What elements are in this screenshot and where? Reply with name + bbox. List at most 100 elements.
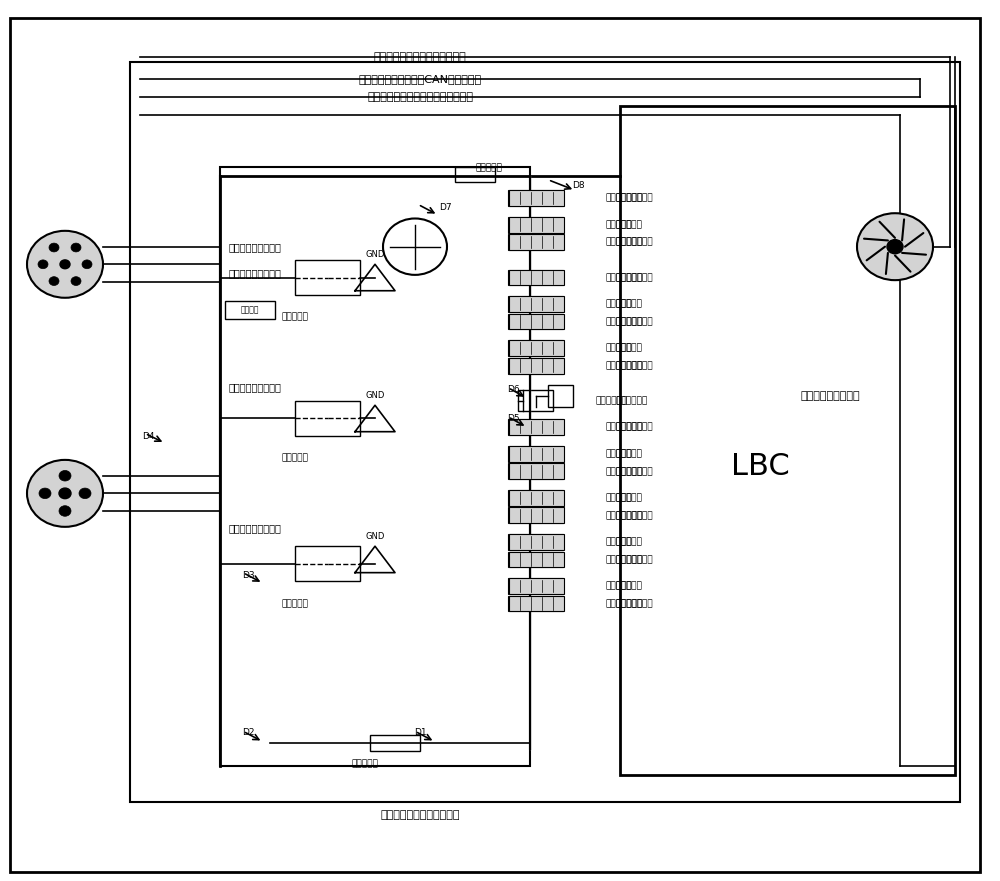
Text: 电池管理系统与整车的CAN通讯双绞线: 电池管理系统与整车的CAN通讯双绞线 bbox=[358, 74, 482, 85]
Circle shape bbox=[71, 277, 81, 285]
Text: LBC: LBC bbox=[731, 453, 789, 481]
Bar bbox=[509, 340, 564, 356]
Text: 风扇的转速控制信号: 风扇的转速控制信号 bbox=[800, 391, 860, 402]
Text: 单体电压采集线: 单体电压采集线 bbox=[615, 467, 653, 476]
Bar bbox=[509, 463, 564, 479]
Text: 总负熔断器: 总负熔断器 bbox=[352, 759, 378, 768]
Bar bbox=[509, 358, 564, 374]
Bar bbox=[508, 270, 563, 285]
Bar bbox=[509, 270, 564, 285]
Text: 温度检测线: 温度检测线 bbox=[605, 581, 632, 590]
Text: GND: GND bbox=[365, 391, 385, 400]
Text: 分流计型电流计传感器信号: 分流计型电流计传感器信号 bbox=[380, 810, 460, 820]
Text: GND: GND bbox=[365, 532, 385, 541]
Text: 温度检测线: 温度检测线 bbox=[615, 300, 642, 308]
Bar bbox=[130, 62, 960, 802]
Text: 温度检测线: 温度检测线 bbox=[605, 493, 632, 502]
Bar bbox=[509, 596, 564, 611]
Text: 单体电压采集线: 单体电压采集线 bbox=[615, 511, 653, 520]
Bar bbox=[508, 190, 563, 206]
Text: 温度检测线: 温度检测线 bbox=[605, 344, 632, 352]
Text: 单体电压采集线: 单体电压采集线 bbox=[615, 555, 653, 564]
Text: 霍尔电流传感器信号: 霍尔电流传感器信号 bbox=[229, 268, 281, 278]
Text: 总负继电器: 总负继电器 bbox=[282, 599, 308, 608]
Text: 温度检测线: 温度检测线 bbox=[615, 537, 642, 546]
Bar bbox=[508, 490, 563, 506]
Bar bbox=[518, 390, 553, 411]
Bar bbox=[508, 234, 563, 250]
Circle shape bbox=[27, 231, 103, 298]
Bar bbox=[509, 419, 564, 435]
Bar bbox=[509, 552, 564, 567]
Text: 预充继电器: 预充继电器 bbox=[282, 313, 308, 322]
Circle shape bbox=[857, 213, 933, 280]
Text: 单体电压采集线: 单体电压采集线 bbox=[605, 423, 643, 432]
Text: 单体电压采集线: 单体电压采集线 bbox=[605, 273, 643, 282]
Bar bbox=[295, 401, 360, 436]
Text: 单体电压采集线: 单体电压采集线 bbox=[605, 238, 643, 247]
Text: D5: D5 bbox=[507, 414, 519, 423]
Text: 温度检测线: 温度检测线 bbox=[615, 220, 642, 229]
Bar bbox=[225, 301, 275, 319]
Text: 温度检测线: 温度检测线 bbox=[615, 493, 642, 502]
Circle shape bbox=[60, 260, 70, 269]
Text: 温度检测线: 温度检测线 bbox=[605, 537, 632, 546]
Text: 温度检测线: 温度检测线 bbox=[605, 449, 632, 458]
Text: 高压互锁监测: 高压互锁监测 bbox=[615, 396, 647, 405]
Circle shape bbox=[49, 277, 59, 285]
Text: 单体电压采集线: 单体电压采集线 bbox=[605, 361, 643, 370]
Text: 单体电压采集线: 单体电压采集线 bbox=[615, 361, 653, 370]
Text: 单体电压采集线: 单体电压采集线 bbox=[605, 467, 643, 476]
Text: 温度检测线: 温度检测线 bbox=[605, 220, 632, 229]
Circle shape bbox=[59, 470, 71, 481]
Text: 单体电压采集线: 单体电压采集线 bbox=[605, 599, 643, 608]
Text: 总正继电器: 总正继电器 bbox=[282, 454, 308, 463]
Text: 温度检测线: 温度检测线 bbox=[615, 344, 642, 352]
Bar bbox=[455, 167, 495, 182]
Text: 单体电压采集线: 单体电压采集线 bbox=[615, 423, 653, 432]
Text: 单体电压采集线: 单体电压采集线 bbox=[615, 273, 653, 282]
Bar bbox=[295, 546, 360, 581]
Circle shape bbox=[59, 506, 71, 516]
Bar bbox=[508, 314, 563, 329]
Text: 单体电压采集线: 单体电压采集线 bbox=[615, 238, 653, 247]
Bar bbox=[509, 490, 564, 506]
Text: 单体电压采集线: 单体电压采集线 bbox=[615, 599, 653, 608]
Bar bbox=[508, 217, 563, 233]
Text: 总正熔断器: 总正熔断器 bbox=[476, 163, 503, 172]
Text: 预充继电器控制信号: 预充继电器控制信号 bbox=[229, 241, 281, 252]
Text: D8: D8 bbox=[572, 181, 584, 189]
Text: D6: D6 bbox=[507, 385, 519, 394]
Text: GND: GND bbox=[365, 250, 385, 259]
Bar bbox=[508, 534, 563, 550]
Bar bbox=[370, 735, 420, 751]
Circle shape bbox=[887, 240, 903, 254]
Bar bbox=[508, 596, 563, 611]
Text: D4: D4 bbox=[142, 432, 154, 440]
Bar bbox=[508, 507, 563, 523]
Text: 温度检测线: 温度检测线 bbox=[615, 449, 642, 458]
Bar bbox=[220, 167, 530, 766]
Text: 单体电压采集线: 单体电压采集线 bbox=[605, 194, 643, 203]
Bar bbox=[509, 234, 564, 250]
Text: 总正继电器控制信号: 总正继电器控制信号 bbox=[229, 382, 281, 393]
Bar bbox=[508, 552, 563, 567]
Text: D3: D3 bbox=[242, 571, 254, 580]
Circle shape bbox=[38, 260, 48, 269]
Text: 总负继电器控制信号: 总负继电器控制信号 bbox=[229, 523, 281, 534]
Text: 单体电压采集线: 单体电压采集线 bbox=[605, 555, 643, 564]
Text: 整车对电池包内的风扇供电电源: 整车对电池包内的风扇供电电源 bbox=[374, 52, 466, 63]
Bar bbox=[509, 217, 564, 233]
Text: 单体电压采集线: 单体电压采集线 bbox=[605, 317, 643, 326]
Text: 单体电压采集线: 单体电压采集线 bbox=[615, 317, 653, 326]
Bar bbox=[508, 446, 563, 462]
Bar bbox=[509, 534, 564, 550]
Bar bbox=[548, 385, 573, 407]
Bar bbox=[509, 578, 564, 594]
Bar bbox=[509, 296, 564, 312]
Text: D7: D7 bbox=[439, 204, 451, 212]
Circle shape bbox=[59, 488, 71, 499]
Bar bbox=[508, 296, 563, 312]
Text: D1: D1 bbox=[414, 729, 426, 737]
Text: D2: D2 bbox=[242, 729, 254, 737]
